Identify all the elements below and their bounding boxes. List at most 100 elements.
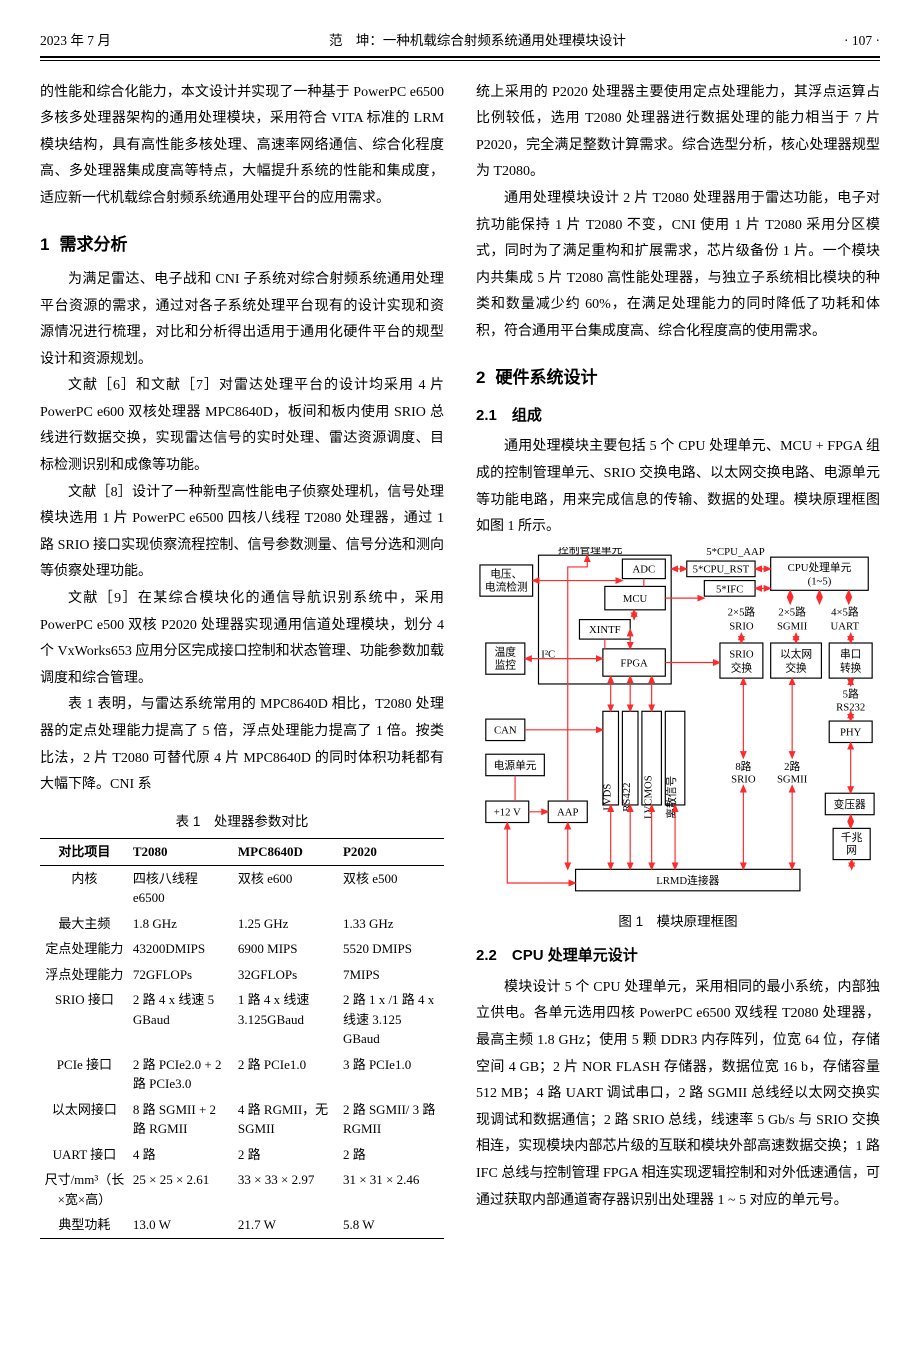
table-cell: SRIO 接口 [40,987,129,1052]
table-cell: 3 路 PCIe1.0 [339,1052,444,1097]
lbl-lvds: LVDS [602,783,614,810]
section-2-title: 硬件系统设计 [495,368,597,387]
intro-continued: 的性能和综合化能力，本文设计并实现了一种基于 PowerPC e6500 多核多… [40,80,444,213]
lbl-sriobus1: 2×5路 [728,605,756,618]
lbl-temp1: 温度 [495,645,517,658]
lbl-sgmii2a: 2路 [784,760,800,773]
sub21-title: 组成 [512,407,542,424]
table-cell: 内核 [40,865,129,911]
running-header: 2023 年 7 月 范 坤：一种机载综合射频系统通用处理模块设计 · 107 … [40,28,880,58]
lbl-eth-sw2: 交换 [785,661,807,674]
section-2-heading: 2硬件系统设计 [476,362,880,394]
sec1-p5: 表 1 表明，与雷达系统常用的 MPC8640D 相比，T2080 处理器的定点… [40,692,444,798]
table-cell: 典型功耗 [40,1212,129,1238]
lbl-srio-sw1: SRIO [729,648,754,660]
lbl-12v: +12 V [494,806,521,818]
col2-p2: 通用处理模块设计 2 片 T2080 处理器用于雷达功能，电子对抗功能保持 1 … [476,186,880,346]
table-cell: 2 路 [234,1142,339,1168]
table-cell: 2 路 4 x 线速 5 GBaud [129,987,234,1052]
sec1-p2: 文献［6］和文献［7］对雷达处理平台的设计均采用 4 片 PowerPC e60… [40,373,444,479]
lbl-can: CAN [494,724,517,736]
table-cell: UART 接口 [40,1142,129,1168]
table-row: 内核四核八线程 e6500双核 e600双核 e500 [40,865,444,911]
lbl-ifc5: 5*IFC [716,583,743,595]
table-row: 以太网接口8 路 SGMII + 2 路 RGMII4 路 RGMII，无 SG… [40,1097,444,1142]
table-row: SRIO 接口2 路 4 x 线速 5 GBaud1 路 4 x 线速 3.12… [40,987,444,1052]
lbl-sgmiibus1: 2×5路 [778,605,806,618]
table-cell: 1.33 GHz [339,911,444,937]
lbl-sgmii2b: SGMII [777,773,808,785]
table-row: 定点处理能力43200DMIPS6900 MIPS5520 DMIPS [40,936,444,962]
table-cell: 4 路 RGMII，无 SGMII [234,1097,339,1142]
table-cell: 2 路 1 x /1 路 4 x 线速 3.125 GBaud [339,987,444,1052]
figure-1-svg: 控制管理单元 ADC MCU XINTF FPGA 电压、 电流检测 温度 监控… [478,547,878,899]
sub22-p1: 模块设计 5 个 CPU 处理单元，采用相同的最小系统，内部独立供电。各单元选用… [476,975,880,1214]
lbl-lrmd: LRMD连接器 [656,874,719,887]
lbl-rs422: RS422 [621,782,633,811]
sec1-p4: 文献［9］在某综合模块化的通信导航识别系统中，采用 PowerPC e500 双… [40,586,444,692]
col-h3: P2020 [339,839,444,866]
table-cell: 4 路 [129,1142,234,1168]
table-cell: 43200DMIPS [129,936,234,962]
col-h2: MPC8640D [234,839,339,866]
table-cell: 双核 e500 [339,865,444,911]
table-cell: 1.25 GHz [234,911,339,937]
table-cell: 定点处理能力 [40,936,129,962]
table-cell: 13.0 W [129,1212,234,1238]
table-cell: 7MIPS [339,962,444,988]
lbl-ctrl-unit: 控制管理单元 [558,547,623,556]
table-cell: 2 路 SGMII/ 3 路RGMII [339,1097,444,1142]
body-columns: 的性能和综合化能力，本文设计并实现了一种基于 PowerPC e6500 多核多… [40,80,880,1239]
lbl-uartbus2: UART [831,620,860,632]
table-row: 典型功耗13.0 W21.7 W5.8 W [40,1212,444,1238]
lbl-lvcmos: LVCMOS [643,775,655,819]
lbl-curr: 电流检测 [485,580,528,593]
section-1-heading: 1需求分析 [40,229,444,261]
table-cell: 2 路 PCIe1.0 [234,1052,339,1097]
lbl-srio8a: 8路 [735,760,751,773]
lbl-geth2: 网 [846,844,857,856]
figure-1-caption: 图 1 模块原理框图 [476,909,880,935]
table-row: UART 接口4 路2 路2 路 [40,1142,444,1168]
table-cell: 5.8 W [339,1212,444,1238]
lbl-phy: PHY [840,726,862,738]
table-cell: 双核 e600 [234,865,339,911]
table-cell: 72GFLOPs [129,962,234,988]
table-cell: 浮点处理能力 [40,962,129,988]
lbl-cpu-unit2: (1~5) [808,575,832,587]
lbl-temp2: 监控 [495,658,517,671]
table-cell: 2 路 [339,1142,444,1168]
table-row: 浮点处理能力72GFLOPs32GFLOPs7MIPS [40,962,444,988]
lbl-cpu-rst: 5*CPU_RST [693,564,750,576]
table-cell: 1 路 4 x 线速 3.125GBaud [234,987,339,1052]
lbl-xfmr: 变压器 [834,798,866,811]
table-cell: 8 路 SGMII + 2 路 RGMII [129,1097,234,1142]
lbl-fpga: FPGA [620,657,648,669]
col-h1: T2080 [129,839,234,866]
section-1-title: 需求分析 [59,235,127,254]
table1-caption: 表 1 处理器参数对比 [40,809,444,835]
subsection-2-1: 2.1 组成 [476,402,880,431]
sub21-p1: 通用处理模块主要包括 5 个 CPU 处理单元、MCU + FPGA 组成的控制… [476,434,880,540]
lbl-serconv2: 转换 [840,661,862,674]
table-cell: 21.7 W [234,1212,339,1238]
sub22-title: CPU 处理单元设计 [512,947,638,964]
table-1: 对比项目 T2080 MPC8640D P2020 内核四核八线程 e6500双… [40,838,444,1239]
lbl-disc: 离散信号 [665,775,678,818]
lbl-mcu: MCU [623,593,648,605]
table-cell: 32GFLOPs [234,962,339,988]
header-center: 范 坤：一种机载综合射频系统通用处理模块设计 [329,28,626,54]
lbl-serconv1: 串口 [840,648,861,660]
table-header-row: 对比项目 T2080 MPC8640D P2020 [40,839,444,866]
lbl-eth-sw1: 以太网 [780,647,812,660]
lbl-geth1: 千兆 [841,832,863,844]
subsection-2-2: 2.2 CPU 处理单元设计 [476,942,880,971]
table-cell: 以太网接口 [40,1097,129,1142]
lbl-sgmiibus2: SGMII [777,620,808,632]
table-cell: PCIe 接口 [40,1052,129,1097]
lbl-srio8b: SRIO [731,773,756,785]
col2-p1: 统上采用的 P2020 处理器主要使用定点处理能力，其浮点运算占比例较低，选用 … [476,80,880,186]
lbl-rs232-1: 5路 [843,687,859,700]
lbl-sriobus2: SRIO [729,620,754,632]
table-cell: 1.8 GHz [129,911,234,937]
